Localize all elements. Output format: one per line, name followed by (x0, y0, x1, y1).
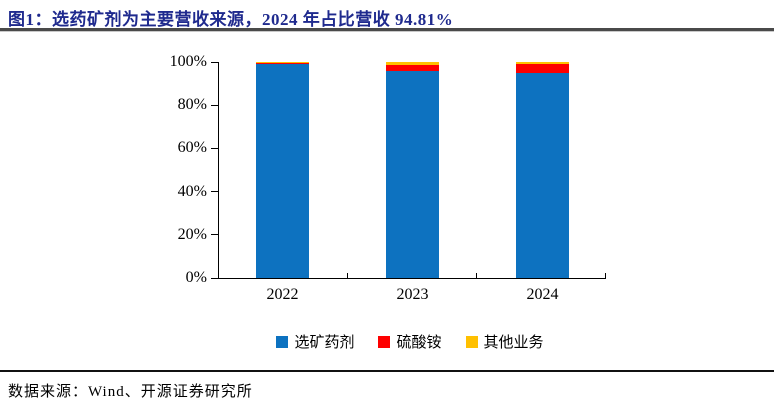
legend-swatch-icon (465, 335, 478, 348)
bar-2024 (516, 62, 569, 278)
legend-label: 硫酸铵 (396, 335, 442, 351)
legend-label: 选矿药剂 (294, 335, 355, 351)
x-axis-tick (476, 273, 477, 278)
y-axis-tick (211, 147, 218, 149)
figure-title: 图1：选药矿剂为主要营收来源，2024 年占比营收 94.81% (8, 10, 454, 29)
y-axis-tick (211, 104, 218, 106)
bar-segment-2023 (386, 64, 439, 71)
y-axis-label: 0% (185, 269, 207, 286)
x-axis-tick (347, 273, 348, 278)
legend-item: 其他业务 (465, 331, 544, 352)
y-axis-label: 40% (177, 182, 207, 200)
bar-segment-2022 (256, 63, 309, 278)
legend-item: 硫酸铵 (378, 331, 442, 352)
y-axis-tick (211, 234, 218, 236)
bar-segment-2023 (386, 70, 439, 278)
source-note: 数据来源：Wind、开源证券研究所 (8, 384, 253, 400)
bar-segment-2024 (516, 63, 569, 74)
y-axis-label: 20% (177, 225, 207, 243)
legend-item: 选矿药剂 (276, 331, 354, 352)
y-axis-tick (211, 191, 218, 193)
bar-2023 (386, 62, 439, 278)
y-axis-tick (211, 61, 218, 63)
y-axis-label: 60% (177, 139, 207, 157)
bar-2022 (256, 62, 309, 278)
y-axis-tick (211, 277, 218, 279)
footer-divider (0, 370, 774, 372)
legend-swatch-icon (378, 335, 391, 348)
x-axis-tick (605, 273, 606, 278)
bar-segment-2024 (516, 73, 569, 278)
legend-label: 其他业务 (483, 335, 544, 351)
title-divider (0, 28, 774, 32)
y-axis-label: 100% (169, 53, 207, 70)
legend: 选矿药剂 硫酸铵 其他业务 (210, 331, 610, 352)
bar-segment-2023 (386, 62, 439, 65)
bar-segment-2024 (516, 62, 569, 64)
legend-swatch-icon (276, 335, 289, 348)
bar-segment-2022 (256, 62, 309, 64)
stacked-bar-chart: 0% 20% 40% 60% 80% 100% 2022 2023 2024 (170, 53, 606, 303)
x-axis-label: 2023 (396, 286, 429, 303)
x-axis-label: 2024 (526, 286, 559, 303)
y-axis-label: 80% (177, 96, 207, 114)
x-axis-label: 2022 (266, 286, 299, 303)
